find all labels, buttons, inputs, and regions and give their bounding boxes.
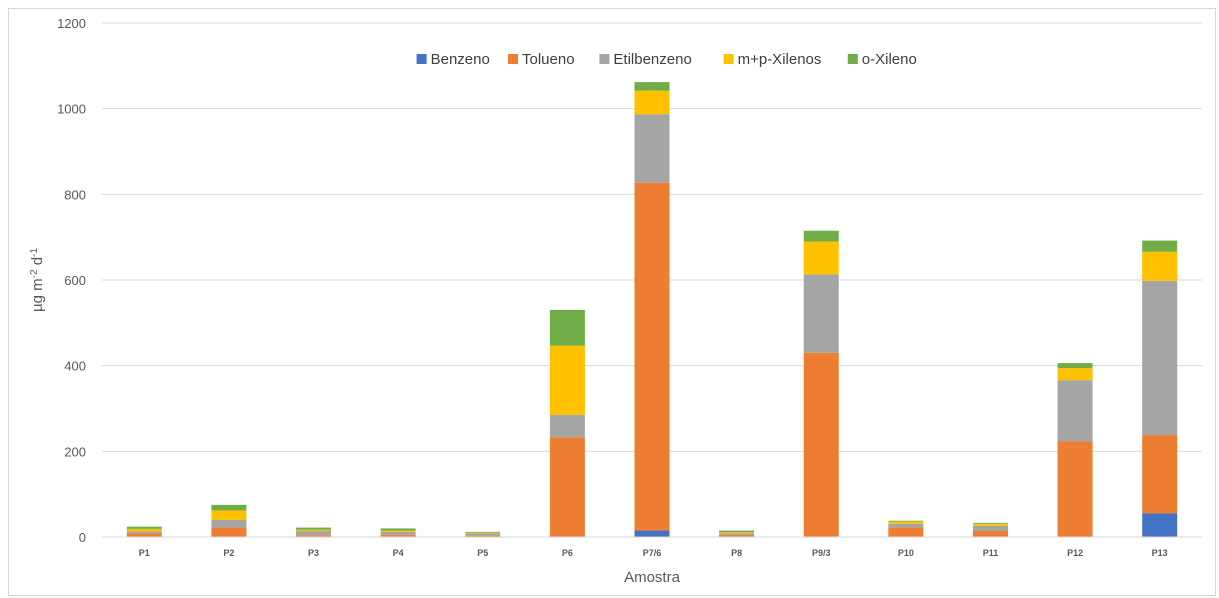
legend-label: m+p-Xilenos [738, 51, 822, 68]
x-tick-label: P7/6 [643, 548, 662, 558]
legend-swatch [599, 54, 610, 64]
bar-segment [296, 531, 332, 536]
x-tick-label: P2 [223, 548, 234, 558]
bar-segment [296, 529, 332, 532]
chart-frame [8, 8, 1216, 596]
bar-segment [634, 90, 670, 115]
y-tick-label: 600 [64, 273, 86, 288]
bar-segment [634, 182, 670, 531]
bar-segment [803, 352, 839, 537]
bar-segment [888, 523, 924, 528]
bar-segment [126, 531, 162, 534]
legend-swatch [847, 54, 858, 64]
bar-segment [380, 530, 416, 532]
x-tick-label: P13 [1152, 548, 1168, 558]
x-tick-label: P6 [562, 548, 573, 558]
y-axis-title: µg m-2 d-1 [29, 248, 47, 312]
legend-label: Etilbenzeno [613, 51, 691, 68]
bar-segment [211, 527, 247, 537]
bar-segment [549, 414, 585, 438]
bar-segment [296, 535, 332, 537]
bar-segment [634, 530, 670, 537]
bar-segment [465, 535, 501, 537]
bar-segment [211, 510, 247, 520]
y-tick-label: 200 [64, 444, 86, 459]
bar-segment [888, 521, 924, 524]
bar-segment [211, 519, 247, 528]
bar-segment [465, 531, 501, 533]
y-tick-label: 1200 [57, 16, 86, 31]
x-tick-label: P3 [308, 548, 319, 558]
bar-segment [719, 534, 755, 537]
legend-swatch [508, 54, 518, 64]
bar-segment [549, 309, 585, 346]
bar-segment [1142, 251, 1178, 281]
legend-label: o-Xileno [862, 51, 917, 68]
bar-segment [803, 241, 839, 275]
legend-label: Tolueno [522, 51, 575, 68]
x-tick-label: P5 [477, 548, 488, 558]
legend-swatch [723, 54, 734, 64]
bar-segment [803, 274, 839, 353]
bar-segment [380, 534, 416, 537]
x-tick-label: P9/3 [812, 548, 831, 558]
bar-segment [211, 504, 247, 511]
bar-segment [1142, 435, 1178, 514]
legend: Benzeno Tolueno Etilbenzeno m+p-Xilenos o-Xi… [416, 51, 917, 68]
bar-segment [1057, 441, 1093, 537]
y-tick-label: 1000 [57, 102, 86, 117]
x-tick-label: P4 [393, 548, 404, 558]
y-axis-title-mid: d [29, 257, 46, 270]
bars [126, 82, 1178, 537]
x-tick-labels: P1 P2 P3 P4 P5 P6 P7/6 P8 P9/3 P10 P11 P12 P13 [139, 548, 1168, 558]
bar-segment [126, 526, 162, 529]
bar-segment [719, 532, 755, 534]
bar-segment [549, 437, 585, 537]
bar-segment [972, 525, 1008, 532]
bar-segment [634, 82, 670, 91]
y-tick-labels: 0 200 400 600 800 1000 1200 [57, 16, 86, 545]
y-tick-label: 0 [79, 530, 86, 545]
bar-segment [549, 345, 585, 415]
bar-segment [803, 230, 839, 242]
bar-segment [465, 532, 501, 534]
y-axis-title-base: µg m [29, 278, 46, 312]
y-axis-title-sup1: -2 [29, 269, 40, 278]
bar-segment [1057, 363, 1093, 369]
bar-segment [126, 528, 162, 532]
bar-segment [380, 528, 416, 531]
legend-swatch [416, 54, 427, 64]
x-tick-label: P8 [731, 548, 742, 558]
x-tick-label: P11 [983, 548, 999, 558]
bar-segment [634, 114, 670, 183]
bar-segment [1057, 368, 1093, 381]
x-axis-title: Amostra [624, 569, 681, 586]
bar-segment [296, 527, 332, 530]
bar-segment [1142, 280, 1178, 436]
y-tick-label: 400 [64, 359, 86, 374]
bar-segment [380, 531, 416, 535]
bar-segment [972, 531, 1008, 537]
y-axis-title-sup2: -1 [29, 248, 40, 257]
legend-label: Benzeno [431, 51, 490, 68]
x-tick-label: P10 [898, 548, 914, 558]
bar-segment [1142, 240, 1178, 252]
bar-segment [719, 533, 755, 535]
bar-segment [126, 533, 162, 537]
bar-segment [888, 527, 924, 537]
bar-segment [1057, 380, 1093, 442]
bar-segment [972, 523, 1008, 526]
bar-segment [888, 520, 924, 522]
bar-segment [972, 522, 1008, 524]
bar-segment [1142, 513, 1178, 537]
bar-segment [719, 530, 755, 533]
x-tick-label: P12 [1067, 548, 1083, 558]
x-tick-label: P1 [139, 548, 150, 558]
bar-segment [465, 533, 501, 536]
y-tick-label: 800 [64, 187, 86, 202]
